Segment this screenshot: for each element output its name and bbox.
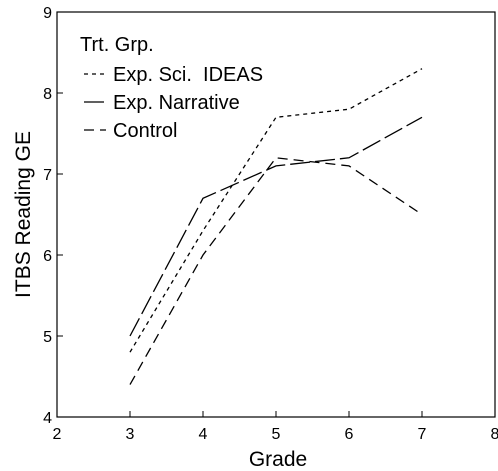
legend: Trt. Grp. Exp. Sci. IDEAS Exp. Narrative C… bbox=[80, 34, 263, 142]
y-tick-label: 9 bbox=[43, 5, 52, 22]
y-tick-label: 6 bbox=[43, 248, 52, 265]
y-axis-ticks: 4 5 6 7 8 9 bbox=[43, 5, 63, 427]
x-tick-label: 7 bbox=[418, 426, 427, 443]
x-tick-label: 2 bbox=[53, 426, 62, 443]
legend-title: Trt. Grp. bbox=[80, 34, 154, 56]
y-axis-label: ITBS Reading GE bbox=[12, 131, 35, 298]
x-tick-label: 5 bbox=[272, 426, 281, 443]
x-tick-label: 8 bbox=[491, 426, 498, 443]
series-layer bbox=[129, 68, 423, 385]
legend-label-2: Exp. Narrative bbox=[113, 92, 240, 114]
y-tick-label: 8 bbox=[43, 86, 52, 103]
x-axis-label: Grade bbox=[249, 448, 307, 471]
y-tick-label: 5 bbox=[43, 329, 52, 346]
series-line-1 bbox=[129, 68, 423, 353]
legend-items: Exp. Sci. IDEAS Exp. Narrative Control bbox=[84, 64, 263, 142]
x-tick-label: 6 bbox=[345, 426, 354, 443]
legend-label-3: Control bbox=[113, 120, 177, 142]
y-tick-label: 7 bbox=[43, 167, 52, 184]
x-tick-label: 4 bbox=[199, 426, 208, 443]
x-tick-label: 3 bbox=[126, 426, 135, 443]
x-axis-ticks: 2 3 4 5 6 7 8 bbox=[53, 411, 498, 443]
y-tick-label: 4 bbox=[43, 410, 52, 427]
legend-label-1: Exp. Sci. IDEAS bbox=[113, 64, 263, 86]
series-line-3 bbox=[129, 157, 423, 385]
series-line-2 bbox=[129, 116, 423, 337]
